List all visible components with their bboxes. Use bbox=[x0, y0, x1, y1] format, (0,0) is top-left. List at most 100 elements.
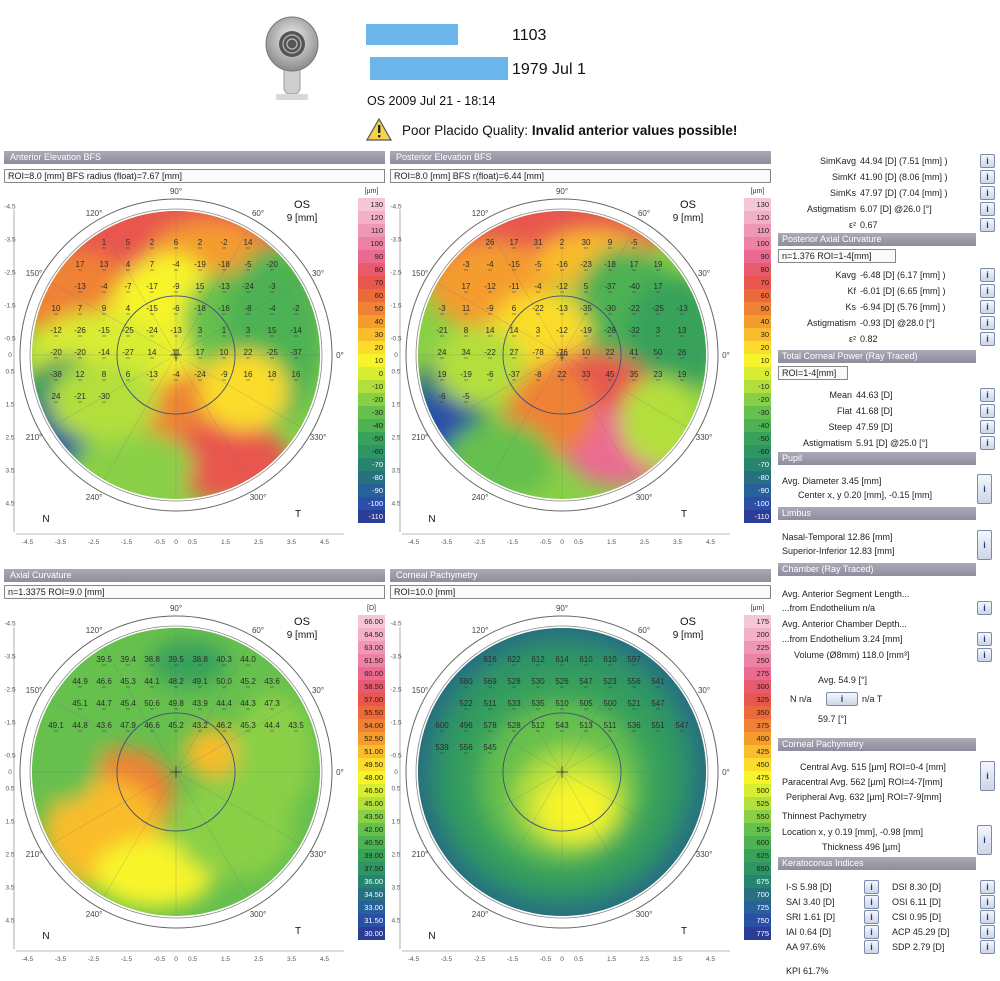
limbus-info-button[interactable]: i bbox=[977, 530, 992, 560]
scale-step: 275 bbox=[744, 667, 771, 680]
chamber-angle-value: 59.7 [°] bbox=[818, 714, 847, 724]
axial-curvature-map[interactable]: 90° 120° 60° 150° 30° 0° 210° 330° 240° 300° 39.5 3… bbox=[4, 603, 356, 965]
meridian-line bbox=[175, 647, 249, 773]
birth-date: 1979 Jul 1 bbox=[512, 61, 586, 78]
scale-step: 60 bbox=[744, 289, 771, 302]
map-value: -12 bbox=[50, 326, 62, 335]
meridian-line bbox=[561, 354, 635, 480]
kc-info-button[interactable]: i bbox=[980, 910, 995, 924]
metric-info-button[interactable]: i bbox=[980, 154, 995, 168]
segment-info-button[interactable]: i bbox=[977, 601, 992, 615]
metric-info-button[interactable]: i bbox=[980, 436, 995, 450]
map-value: 556 bbox=[459, 743, 473, 752]
y-tick-label: -4.5 bbox=[390, 204, 402, 211]
zone-label: 9 [mm] bbox=[673, 213, 704, 224]
map-value: 26 bbox=[678, 348, 687, 357]
y-tick-label: 1.5 bbox=[391, 819, 400, 826]
scale-step: 36.00 bbox=[358, 875, 385, 888]
depth-info-button[interactable]: i bbox=[977, 632, 992, 646]
map-value: -19 bbox=[460, 370, 472, 379]
anterior-chamber-depth: Avg. Anterior Chamber Depth... bbox=[782, 619, 907, 629]
scale-step: 60.00 bbox=[358, 667, 385, 680]
scale-step: 30 bbox=[358, 328, 385, 341]
map-value: -23 bbox=[580, 260, 592, 269]
kc-info-button[interactable]: i bbox=[980, 895, 995, 909]
x-tick-label: 0 bbox=[174, 539, 178, 546]
kc-info-button[interactable]: i bbox=[864, 910, 879, 924]
y-tick-label: 0.5 bbox=[5, 369, 14, 376]
map-value: 523 bbox=[603, 677, 617, 686]
chamber-angle-avg: Avg. 54.9 [°] bbox=[818, 675, 867, 685]
map-value: 522 bbox=[459, 699, 473, 708]
map-value: -35 bbox=[580, 304, 592, 313]
kc-info-button[interactable]: i bbox=[864, 925, 879, 939]
map-value: -13 bbox=[676, 304, 688, 313]
metric-info-button[interactable]: i bbox=[980, 268, 995, 282]
metric-info-button[interactable]: i bbox=[980, 186, 995, 200]
map-value: 11 bbox=[462, 304, 471, 313]
metric-info-button[interactable]: i bbox=[980, 218, 995, 232]
metric-info-button[interactable]: i bbox=[980, 332, 995, 346]
map-value: 9 bbox=[102, 304, 107, 313]
anterior-color-scale: [µm] 130 120 110 100 90 80 70 60 50 40 30 20 10 0 -10 -2… bbox=[358, 188, 385, 523]
x-tick-label: -4.5 bbox=[22, 956, 34, 963]
metric-info-button[interactable]: i bbox=[980, 388, 995, 402]
map-value: 43.6 bbox=[96, 721, 112, 730]
limbus-superior-inferior: Superior-Inferior 12.83 [mm] bbox=[782, 546, 895, 556]
metric-info-button[interactable]: i bbox=[980, 170, 995, 184]
pachymetry-info-button[interactable]: i bbox=[980, 761, 995, 791]
kc-info-button[interactable]: i bbox=[864, 880, 879, 894]
pachy-panel-title: Corneal Pachymetry bbox=[390, 569, 771, 582]
map-value: -27 bbox=[122, 348, 134, 357]
pupil-info-button[interactable]: i bbox=[977, 474, 992, 504]
kc-info-button[interactable]: i bbox=[864, 940, 879, 954]
scale-step: 225 bbox=[744, 641, 771, 654]
map-value: 3 bbox=[198, 326, 203, 335]
thinnest-info-button[interactable]: i bbox=[977, 825, 992, 855]
map-value: -37 bbox=[508, 370, 520, 379]
metric-info-button[interactable]: i bbox=[980, 300, 995, 314]
map-value: 45.2 bbox=[240, 677, 256, 686]
metric-info-button[interactable]: i bbox=[980, 202, 995, 216]
map-value: -5 bbox=[244, 260, 252, 269]
volume-info-button[interactable]: i bbox=[977, 648, 992, 662]
map-value: 38.8 bbox=[192, 655, 208, 664]
meridian-line bbox=[175, 699, 301, 773]
map-value: -13 bbox=[170, 326, 182, 335]
map-value: -9 bbox=[220, 370, 228, 379]
metric-label: Astigmatism bbox=[802, 438, 852, 448]
map-value: 610 bbox=[579, 655, 593, 664]
posterior-elevation-map[interactable]: 90°120° 60°150° 30°0°210° 330°240° 300°26 17 3… bbox=[390, 186, 742, 548]
kc-info-button[interactable]: i bbox=[980, 925, 995, 939]
scale-step: 110 bbox=[358, 224, 385, 237]
meridian-line bbox=[561, 647, 635, 773]
metric-info-button[interactable]: i bbox=[980, 316, 995, 330]
metric-info-button[interactable]: i bbox=[980, 284, 995, 298]
scale-step: 500 bbox=[744, 784, 771, 797]
zone-circle bbox=[502, 712, 622, 832]
kc-info-button[interactable]: i bbox=[864, 895, 879, 909]
map-value: -2 bbox=[220, 238, 228, 247]
anterior-elevation-map[interactable]: 90°120° 60°150° 30°0°210° 330°240° 300°1 5 2 6 2… bbox=[4, 186, 356, 548]
y-tick-label: 1.5 bbox=[391, 402, 400, 409]
map-value: 44.7 bbox=[96, 699, 112, 708]
kc-info-button[interactable]: i bbox=[980, 940, 995, 954]
angle-info-button[interactable]: i bbox=[826, 692, 858, 706]
kc-info-button[interactable]: i bbox=[980, 880, 995, 894]
map-value: 46.2 bbox=[216, 721, 232, 730]
scale-step: -80 bbox=[744, 471, 771, 484]
scale-step: 30 bbox=[744, 328, 771, 341]
metric-info-button[interactable]: i bbox=[980, 420, 995, 434]
scale-step: 90 bbox=[358, 250, 385, 263]
map-value: 3 bbox=[246, 326, 251, 335]
map-value: -22 bbox=[628, 304, 640, 313]
y-tick-label: -3.5 bbox=[390, 237, 402, 244]
degree-label: 60° bbox=[252, 626, 264, 635]
metric-info-button[interactable]: i bbox=[980, 404, 995, 418]
scale-step: 575 bbox=[744, 823, 771, 836]
map-value: 533 bbox=[507, 699, 521, 708]
pachymetry-map[interactable]: 90° 120° 60° 150° 30° 0° 210° 330° 240° 300° 616 62… bbox=[390, 603, 742, 965]
map-value: 11 bbox=[172, 348, 181, 357]
map-value: -8 bbox=[534, 370, 542, 379]
scale-step: 0 bbox=[744, 367, 771, 380]
